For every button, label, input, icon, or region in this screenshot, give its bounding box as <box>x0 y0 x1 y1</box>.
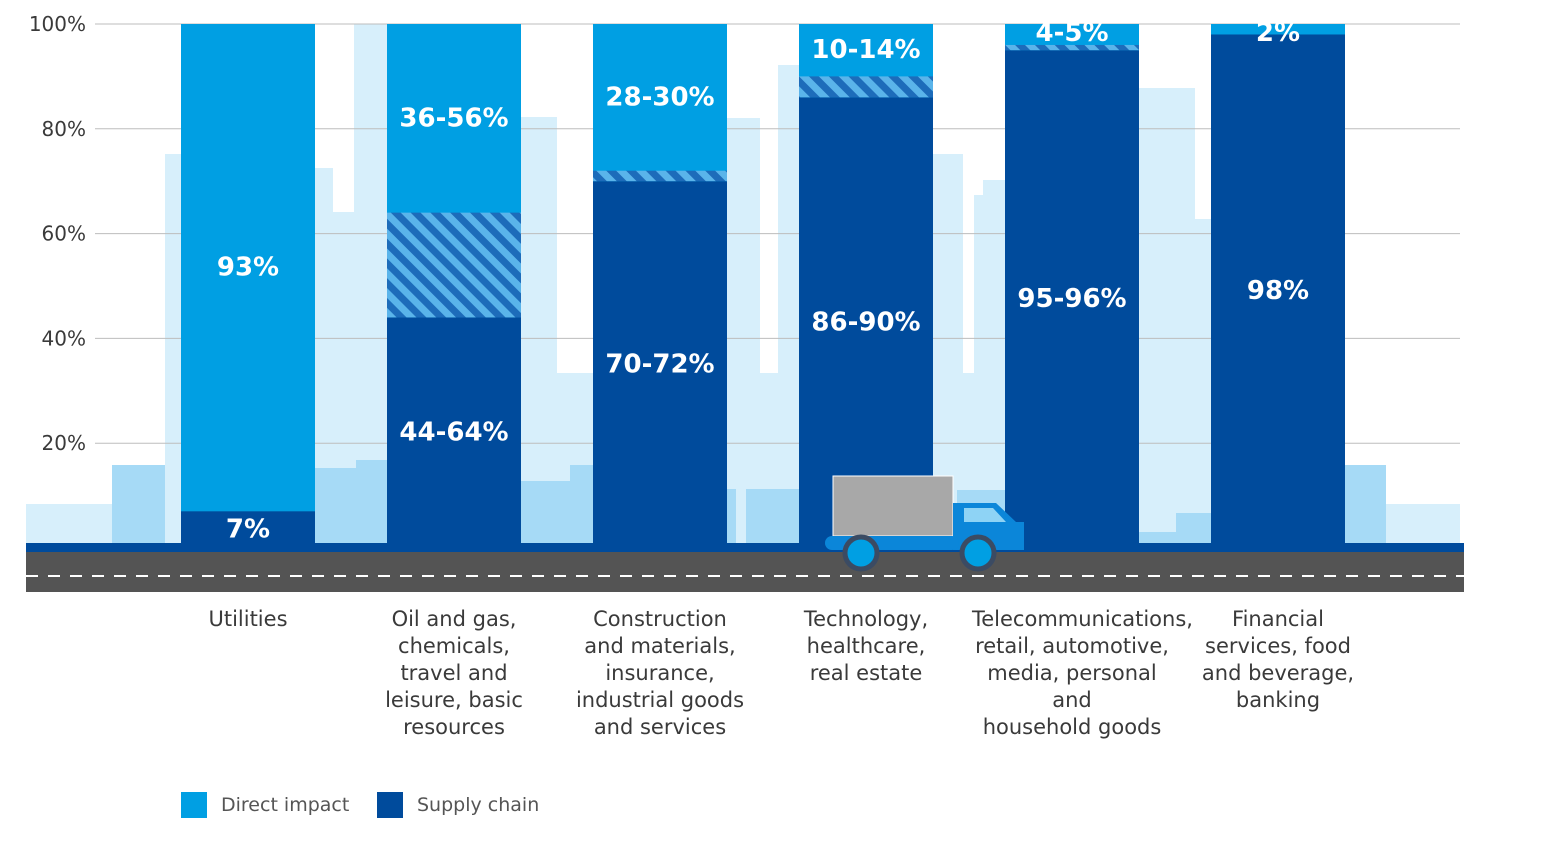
truck-wheel-rear <box>842 534 880 572</box>
bar-supply-chain-construction-and-materials-ins <box>593 181 727 548</box>
y-tick-label-20: 20% <box>42 431 86 455</box>
bar-label-supply-chain-technology-healthcare-real-est: 86-90% <box>811 308 920 338</box>
category-label-line: banking <box>1235 688 1321 712</box>
skyline-building-19 <box>974 195 983 548</box>
bar-supply-chain-telecommunications-retail-auto <box>1005 50 1139 548</box>
category-label-line: and beverage, <box>1201 661 1355 685</box>
truck-cargo <box>832 475 954 537</box>
category-label-line: resources <box>403 715 505 739</box>
category-label-oil-and-gas-chemicals-travel-a: Oil and gas, chemicals, travel and leisure,… <box>354 606 554 741</box>
category-label-line: retail, automotive, <box>975 634 1169 658</box>
city-skyline-background <box>26 24 1460 548</box>
category-label-line: household goods <box>982 715 1162 739</box>
category-label-financial-services-food-and-be: Financial services, food and beverage, bank… <box>1178 606 1378 714</box>
category-label-line: Technology, <box>803 607 929 631</box>
category-label-line: travel and <box>400 661 508 685</box>
bar-label-direct-impact-telecommunications-retail-auto: 4-5% <box>1035 18 1108 48</box>
truck-wheel-front <box>959 534 997 572</box>
legend-swatch-direct-impact <box>181 792 207 818</box>
y-tick-label-80: 80% <box>42 117 86 141</box>
category-label-line: industrial goods <box>575 688 745 712</box>
y-tick-label-100: 100% <box>29 12 86 36</box>
bar-label-supply-chain-construction-and-materials-ins: 70-72% <box>605 350 714 380</box>
skyline-building-23 <box>1195 219 1211 548</box>
road <box>26 543 1464 592</box>
category-label-telecommunications-retail-auto: Telecommunications, retail, automotive, me… <box>972 606 1193 741</box>
bar-label-supply-chain-financial-services-food-and-be: 98% <box>1247 276 1309 306</box>
category-label-line: chemicals, <box>398 634 510 658</box>
category-label-line: media, personal and <box>987 661 1157 712</box>
skyline-building-2 <box>165 154 181 548</box>
skyline-building-25 <box>1176 513 1211 548</box>
category-label-line: and services <box>593 715 727 739</box>
y-tick-label-60: 60% <box>42 222 86 246</box>
legend-supply-chain: Supply chain <box>377 792 539 818</box>
truck-icon <box>825 475 1024 572</box>
skyline-building-26 <box>1345 465 1386 548</box>
road-edge <box>26 543 1464 552</box>
skyline-building-27 <box>1386 504 1460 548</box>
bar-range-technology-healthcare-real-est <box>799 76 933 98</box>
category-label-utilities: Utilities <box>148 606 348 633</box>
category-label-line: and materials, <box>584 634 736 658</box>
bar-supply-chain-financial-services-food-and-be <box>1211 34 1345 549</box>
category-label-line: insurance, <box>605 661 715 685</box>
bar-supply-chain-oil-and-gas-chemicals-travel-a <box>387 317 521 548</box>
bar-direct-impact-utilities <box>181 24 315 548</box>
category-label-line: Telecommunications, <box>972 607 1193 631</box>
bar-supply-chain-utilities <box>181 511 315 548</box>
bar-label-direct-impact-financial-services-food-and-be: 2% <box>1256 18 1300 48</box>
category-label-technology-healthcare-real-est: Technology, healthcare, real estate <box>766 606 966 687</box>
bar-label-supply-chain-telecommunications-retail-auto: 95-96% <box>1017 284 1126 314</box>
skyline-building-22 <box>1139 88 1195 548</box>
category-label-line: leisure, basic <box>385 688 523 712</box>
skyline-building-16 <box>746 489 799 548</box>
bar-label-direct-impact-technology-healthcare-real-est: 10-14% <box>811 35 920 65</box>
bar-range-oil-and-gas-chemicals-travel-a <box>387 212 521 318</box>
skyline-building-0 <box>26 504 112 548</box>
skyline-building-15 <box>727 489 736 548</box>
bars: 93% 7% 36-56% 44-64% 28-30% 70-72% 10-14% 86-90… <box>181 18 1345 549</box>
category-label-line: services, food <box>1205 634 1351 658</box>
category-label-construction-and-materials-ins: Construction and materials, insurance, indu… <box>560 606 760 741</box>
skyline-building-12 <box>727 118 760 548</box>
legend-label-supply-chain: Supply chain <box>417 794 540 816</box>
skyline-building-14 <box>778 65 799 548</box>
y-tick-label-40: 40% <box>42 326 86 350</box>
category-label-line: Oil and gas, <box>391 607 517 631</box>
truck-window <box>964 508 1006 522</box>
bar-label-supply-chain-utilities: 7% <box>226 515 270 545</box>
legend-swatch-supply-chain <box>377 792 403 818</box>
bar-label-direct-impact-oil-and-gas-chemicals-travel-a: 36-56% <box>399 103 508 133</box>
skyline-building-8 <box>521 117 557 548</box>
bar-label-supply-chain-oil-and-gas-chemicals-travel-a: 44-64% <box>399 418 508 448</box>
bar-supply-chain-technology-healthcare-real-est <box>799 97 933 549</box>
skyline-building-4 <box>333 212 354 548</box>
y-axis-ticks: 100% 80% 60% 40% 20% <box>29 12 86 455</box>
skyline-building-11 <box>570 465 594 548</box>
bar-label-direct-impact-construction-and-materials-ins: 28-30% <box>605 82 714 112</box>
legend-direct-impact: Direct impact <box>181 792 349 818</box>
skyline-building-20 <box>983 180 1005 548</box>
road-surface <box>26 552 1464 592</box>
bar-label-direct-impact-utilities: 93% <box>217 253 279 283</box>
legend-label-direct-impact: Direct impact <box>221 794 350 816</box>
category-label-line: Utilities <box>208 607 288 631</box>
bar-range-construction-and-materials-ins <box>593 170 727 182</box>
bar-range-telecommunications-retail-auto <box>1005 44 1139 51</box>
skyline-building-7 <box>356 460 387 548</box>
skyline-building-18 <box>963 373 974 548</box>
skyline-building-6 <box>315 468 357 548</box>
skyline-building-10 <box>521 481 570 548</box>
skyline-building-3 <box>315 168 333 548</box>
category-label-line: healthcare, <box>806 634 926 658</box>
category-label-line: Construction <box>593 607 727 631</box>
category-label-line: Financial <box>1232 607 1324 631</box>
category-label-line: real estate <box>809 661 923 685</box>
